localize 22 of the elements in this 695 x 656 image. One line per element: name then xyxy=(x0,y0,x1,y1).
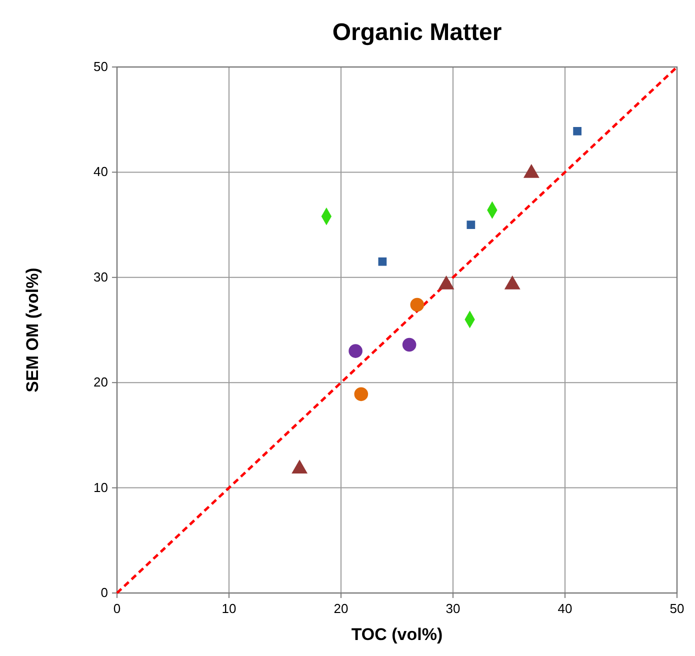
point xyxy=(378,257,387,266)
y-axis-title: SEM OM (vol%) xyxy=(23,268,42,392)
y-tick-label: 20 xyxy=(94,374,108,390)
point xyxy=(348,344,362,358)
y-tick-label: 0 xyxy=(100,585,108,600)
point xyxy=(354,387,368,402)
x-tick-label: 10 xyxy=(222,601,236,616)
y-tick-label: 30 xyxy=(94,269,108,284)
x-tick-label: 0 xyxy=(113,601,121,616)
x-axis-title: TOC (vol%) xyxy=(351,625,443,644)
point xyxy=(410,298,424,312)
y-tick-label: 50 xyxy=(94,59,108,74)
point xyxy=(466,220,476,229)
chart-title: Organic Matter xyxy=(332,19,502,46)
x-tick-label: 30 xyxy=(446,601,460,616)
point xyxy=(402,338,416,352)
x-tick-label: 50 xyxy=(670,601,684,616)
x-tick-label: 20 xyxy=(334,601,348,616)
point xyxy=(573,126,582,136)
x-tick-label: 40 xyxy=(558,601,572,616)
y-tick-label: 10 xyxy=(94,480,108,495)
y-tick-label: 40 xyxy=(94,164,108,180)
